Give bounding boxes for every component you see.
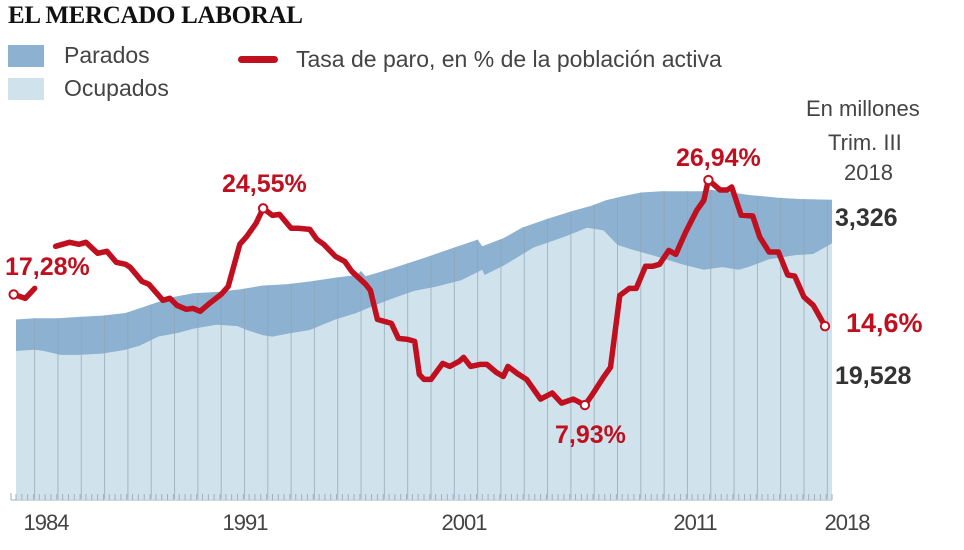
rate-label-start: 17,28%: [5, 253, 90, 281]
units-note: En millones: [806, 96, 920, 121]
legend-item-rate: Tasa de paro, en % de la población activ…: [238, 46, 722, 73]
ocupados-end-value: 19,528: [835, 362, 912, 390]
rate-marker-0: [8, 289, 19, 300]
rate-marker-3: [703, 174, 714, 186]
legend-swatch-parados: [8, 44, 44, 67]
period-note-line1: Trim. III: [828, 130, 902, 155]
legend-label-ocupados: Ocupados: [64, 75, 169, 101]
rate-marker-4: [819, 320, 831, 332]
rate-label-min-2007: 7,93%: [555, 421, 626, 449]
legend-item-parados: Parados: [8, 42, 150, 69]
x-tick-label-1991: 1991: [222, 510, 269, 535]
parados-end-value: 3,326: [835, 204, 898, 232]
rate-line-segment-1: [52, 177, 828, 408]
chart-title: EL MERCADO LABORAL: [8, 2, 303, 29]
legend-label-rate: Tasa de paro, en % de la población activ…: [296, 46, 722, 72]
area-ocupados: [16, 227, 832, 500]
rate-marker-layer: [8, 174, 831, 411]
x-tick-label-1984: 1984: [23, 510, 70, 535]
x-tick-label-2011: 2011: [673, 510, 717, 535]
x-axis: [10, 493, 833, 501]
legend-swatch-rate: [238, 56, 278, 63]
x-tick-label-2001: 2001: [441, 510, 488, 535]
rate-label-peak-2013: 26,94%: [676, 144, 761, 172]
x-tick-label-2018: 2018: [824, 510, 871, 535]
rate-label-end: 14,6%: [846, 308, 923, 338]
rate-marker-1: [257, 203, 269, 214]
rate-label-peak-1994: 24,55%: [222, 170, 307, 198]
area-layer: [16, 189, 832, 500]
rate-marker-2: [579, 399, 591, 411]
legend-item-ocupados: Ocupados: [8, 75, 169, 102]
legend-label-parados: Parados: [64, 42, 150, 68]
period-note-line2: 2018: [844, 160, 893, 185]
legend-swatch-ocupados: [8, 77, 44, 100]
